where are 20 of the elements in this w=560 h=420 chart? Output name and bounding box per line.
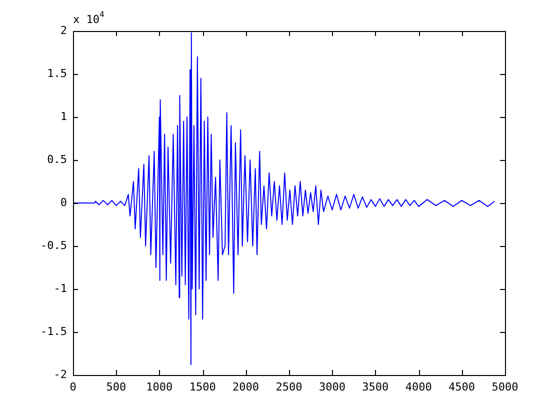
x-tick-label: 1500 [189,380,216,394]
x-tick-label: 500 [106,380,126,394]
x-tick-label: 4500 [448,380,476,394]
x-tick-label: 3500 [362,380,389,394]
x-tick-label: 4000 [405,380,432,394]
y-tick-label: 2 [60,24,67,37]
y-tick-label: -0.5 [40,238,67,252]
x-tick-label: 2000 [232,380,260,394]
x-tick-label: 2500 [276,380,302,394]
y-tick-label: 0.5 [47,152,67,166]
y-tick-label: 1.5 [47,66,67,80]
y-tick-label: -2 [54,368,67,381]
x-tick-label: 1000 [146,380,173,394]
x-tick-label: 0 [70,380,76,394]
x-tick-label: 5000 [492,380,518,394]
y-tick-label: 0 [60,196,67,209]
y-tick-label: 1 [60,110,67,123]
y-tick-label: -1 [54,282,67,295]
x-tick-label: 3000 [318,380,346,394]
y-tick-label: -1.5 [40,324,67,338]
